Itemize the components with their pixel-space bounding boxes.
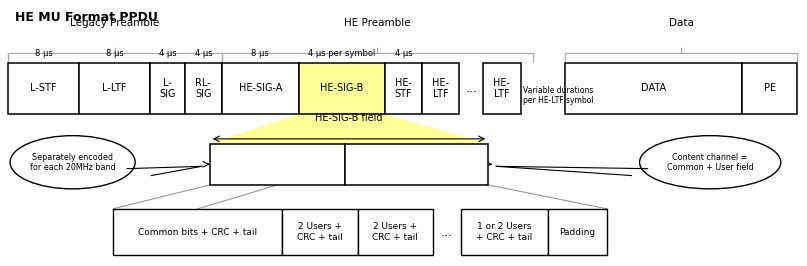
Bar	[358, 209, 433, 255]
Text: 8 μs: 8 μs	[252, 49, 269, 59]
Text: PE: PE	[763, 84, 776, 93]
Text: ...: ...	[441, 226, 453, 239]
Ellipse shape	[639, 136, 780, 189]
Text: Content channel =
Common + User field: Content channel = Common + User field	[667, 153, 754, 172]
Text: 8 μs: 8 μs	[106, 49, 123, 59]
Text: DATA: DATA	[641, 84, 667, 93]
Text: 2 Users +
CRC + tail: 2 Users + CRC + tail	[372, 222, 418, 242]
Text: HE-
LTF: HE- LTF	[432, 78, 449, 99]
Bar	[565, 63, 742, 114]
Text: HE MU Format PPDU: HE MU Format PPDU	[15, 11, 157, 24]
Text: Data: Data	[669, 18, 693, 28]
Text: L-LTF: L-LTF	[102, 84, 127, 93]
Bar	[548, 209, 607, 255]
Bar	[113, 209, 282, 255]
Bar	[79, 63, 150, 114]
Text: 4 μs: 4 μs	[194, 49, 212, 59]
Text: Legacy Preamble: Legacy Preamble	[70, 18, 160, 28]
Text: Common bits + CRC + tail: Common bits + CRC + tail	[138, 228, 257, 236]
Bar	[185, 63, 222, 114]
Bar	[345, 144, 488, 185]
Text: HE-SIG-B: HE-SIG-B	[320, 84, 363, 93]
Text: HE-
LTF: HE- LTF	[493, 78, 511, 99]
Polygon shape	[210, 114, 488, 144]
Bar	[8, 63, 79, 114]
Text: Variable durations
per HE-LTF symbol: Variable durations per HE-LTF symbol	[523, 86, 594, 105]
Text: ...: ...	[466, 82, 477, 95]
Bar	[299, 63, 385, 114]
Text: Padding: Padding	[559, 228, 596, 236]
Text: RL-
SIG: RL- SIG	[195, 78, 211, 99]
Ellipse shape	[10, 136, 135, 189]
Text: 4 μs: 4 μs	[395, 49, 412, 59]
Bar	[461, 209, 548, 255]
Text: 4 μs: 4 μs	[159, 49, 176, 59]
Text: L-
SIG: L- SIG	[159, 78, 176, 99]
Text: Common field: Common field	[244, 159, 312, 169]
Text: HE-
STF: HE- STF	[395, 78, 412, 99]
Bar	[742, 63, 797, 114]
Bar	[210, 144, 345, 185]
Bar	[222, 63, 299, 114]
Text: HE-SIG-B field: HE-SIG-B field	[316, 113, 383, 123]
Text: Separately encoded
for each 20MHz band: Separately encoded for each 20MHz band	[30, 153, 115, 172]
Text: HE-SIG-A: HE-SIG-A	[239, 84, 282, 93]
Text: User Specific field: User Specific field	[373, 159, 461, 169]
Bar	[422, 63, 459, 114]
Text: 1 or 2 Users
+ CRC + tail: 1 or 2 Users + CRC + tail	[476, 222, 533, 242]
Text: 2 Users +
CRC + tail: 2 Users + CRC + tail	[297, 222, 343, 242]
Bar	[150, 63, 185, 114]
Bar	[385, 63, 422, 114]
Text: HE Preamble: HE Preamble	[344, 18, 411, 28]
Text: L-STF: L-STF	[31, 84, 56, 93]
Text: 4 μs per symbol: 4 μs per symbol	[308, 49, 375, 59]
Bar	[282, 209, 358, 255]
Bar	[483, 63, 521, 114]
Text: 8 μs: 8 μs	[35, 49, 52, 59]
